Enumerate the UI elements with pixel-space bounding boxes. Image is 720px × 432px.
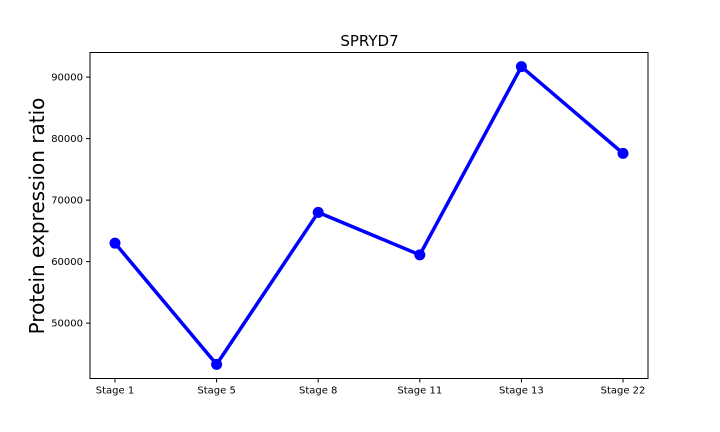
y-tick-label: 60000 [51,257,83,268]
plot-frame [89,52,649,379]
data-point [109,237,121,249]
data-point [312,206,324,218]
x-tick-label: Stage 8 [299,386,337,397]
series-line [113,64,625,367]
x-axis-ticks: Stage 1 Stage 5 Stage 8 Stage 11 Stage 13 Sta… [96,378,646,397]
chart-title: SPRYD7 [340,32,398,50]
y-tick-label: 90000 [51,73,83,84]
y-tick-label: 70000 [51,196,83,207]
y-tick-label: 50000 [51,319,83,330]
y-axis-label: Protein expression ratio [25,98,49,335]
x-tick-label: Stage 13 [499,386,544,397]
data-point [211,358,223,370]
data-point [414,249,426,261]
x-tick-label: Stage 22 [601,386,646,397]
series-markers [109,61,629,370]
y-tick-label: 80000 [51,134,83,145]
x-tick-label: Stage 5 [197,386,235,397]
x-tick-label: Stage 11 [397,386,442,397]
data-point [515,61,527,73]
data-point [617,147,629,159]
y-axis-ticks: 50000 60000 70000 80000 90000 [51,73,90,330]
x-tick-label: Stage 1 [96,386,134,397]
